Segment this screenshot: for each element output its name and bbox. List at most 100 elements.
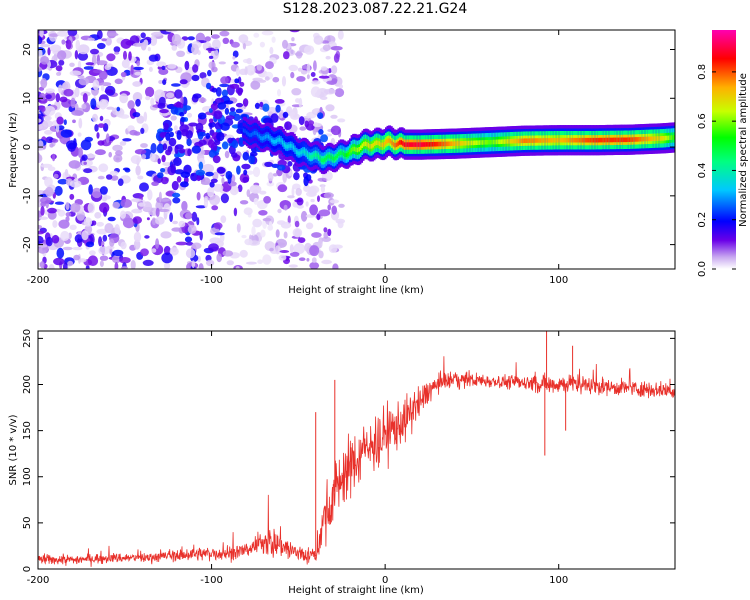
spectrogram-noise-blob: [157, 66, 162, 70]
spectrogram-blob: [198, 161, 204, 170]
spectrogram-noise-blob: [298, 257, 306, 262]
spectrogram-ridge-cell: [433, 141, 437, 147]
spectrogram-blob: [221, 89, 228, 97]
spectrogram-noise-blob: [301, 64, 308, 69]
spectrogram-noise-blob: [121, 59, 130, 69]
spectrogram-blob: [212, 155, 221, 164]
spectrogram-noise-blob: [96, 132, 100, 139]
spectrogram-noise-blob: [219, 233, 225, 243]
spectrogram-noise-blob: [38, 235, 44, 246]
spectrogram-noise-blob: [74, 86, 80, 98]
spectrogram-noise-blob: [129, 129, 138, 136]
spectrogram-ridge-cell: [260, 136, 263, 140]
spectrogram-noise-blob: [178, 220, 186, 228]
spectrogram-ridge-cell: [391, 140, 395, 146]
spectrogram-ridge-cell: [285, 144, 288, 149]
spectrogram-noise-blob: [78, 77, 90, 86]
spectrogram-noise-blob: [319, 96, 328, 100]
spectrogram-noise-blob: [239, 200, 249, 205]
spectrogram-frame: [37, 29, 676, 270]
spectrogram-ridge-cell: [403, 142, 407, 147]
spectrogram-ridge-cell: [549, 138, 552, 143]
spectrogram-noise-blob: [40, 78, 48, 89]
spectrogram-ridge-cell: [420, 142, 424, 147]
spectrogram-noise-blob: [99, 202, 110, 213]
spectrogram-blob: [191, 74, 200, 82]
spectrogram-noise-blob: [132, 66, 144, 71]
spectrogram-noise-blob: [142, 201, 152, 212]
spectrogram-noise-blob: [54, 185, 63, 196]
spectrogram-noise-blob: [136, 60, 141, 67]
spectrogram-ridge-cell: [531, 138, 535, 143]
spectrogram-blob: [157, 102, 166, 109]
spectrogram-ridge-cell: [655, 136, 659, 141]
spectrogram-noise-blob: [44, 130, 53, 135]
spectrogram-blob: [223, 100, 234, 105]
spectrogram-ridge-cell: [303, 149, 307, 154]
spectrogram-noise-blob: [191, 43, 199, 55]
spectrogram-noise-blob: [289, 30, 300, 33]
spectrogram-noise-blob: [253, 197, 259, 205]
spectrogram-ridge-cell: [431, 142, 435, 147]
spectrogram-ridge-cell: [349, 150, 352, 154]
spectrogram-noise-blob: [320, 66, 328, 71]
spectrogram-ridge-cell: [609, 137, 613, 143]
spectrogram-noise-blob: [132, 81, 142, 87]
spectrogram-ridge-cell: [634, 137, 638, 142]
spectrogram-noise-blob: [295, 187, 302, 196]
spectrogram-blob: [179, 79, 188, 85]
spectrogram-noise-blob: [74, 50, 79, 60]
spectrogram-noise-blob: [63, 262, 68, 269]
spectrogram-noise-blob: [337, 30, 344, 40]
spectrogram-ridge-cell: [555, 138, 559, 143]
spectrogram-noise-blob: [123, 50, 127, 61]
spectrogram-blob: [172, 192, 181, 198]
spectrogram-ridge-cell: [255, 131, 259, 135]
spectrogram-ridge-cell: [250, 132, 254, 137]
spectrogram-noise-blob: [233, 61, 239, 65]
spectrogram-noise-blob: [311, 232, 322, 238]
snr-ylabel: SNR (10 * v/v): [8, 414, 19, 485]
spectrogram-blob: [275, 104, 281, 113]
spectrogram-noise-blob: [213, 183, 224, 192]
spectrogram-noise-blob: [58, 59, 65, 66]
spectrogram-blob: [284, 121, 292, 130]
spectrogram-noise-blob: [81, 154, 88, 161]
spectrogram-noise-blob: [61, 82, 69, 90]
snr-plot-area: [38, 331, 675, 567]
spectrogram-noise-blob: [220, 76, 229, 85]
spectrogram-ridge-cell: [439, 141, 443, 147]
spectrogram-noise-blob: [100, 85, 105, 92]
spectrogram-noise-blob: [157, 208, 170, 213]
spectrogram-noise-blob: [198, 263, 204, 269]
spectrogram-ridge-cell: [308, 154, 312, 159]
spectrogram-noise-blob: [176, 50, 186, 57]
spectrogram-noise-blob: [249, 184, 262, 194]
spectrogram-ridge-cell: [517, 138, 521, 144]
spectrogram-noise-blob: [332, 263, 339, 269]
spectrogram-noise-blob: [47, 207, 57, 214]
spectrogram-ridge-cell: [375, 140, 379, 145]
spectrogram-noise-blob: [101, 99, 109, 108]
spectrogram-noise-blob: [309, 262, 320, 269]
snr-ytick-label: 200: [22, 375, 33, 394]
spectrogram-noise-blob: [81, 230, 89, 241]
spectrogram-blob: [208, 139, 215, 149]
spectrogram-noise-blob: [313, 122, 322, 128]
spectrogram-noise-blob: [160, 231, 172, 239]
spectrogram-noise-blob: [265, 61, 274, 70]
spectrogram-noise-blob: [102, 197, 107, 202]
snr-panel: -200 -100 0 100 0 50 100 150 200 250 Height of st…: [8, 329, 676, 596]
spectrogram-ridge-cell: [580, 137, 584, 143]
spectrogram-ridge-cell: [577, 137, 581, 143]
spectrogram-noise-blob: [119, 114, 130, 119]
spectrogram-noise-blob: [271, 36, 276, 43]
spectrogram-noise-blob: [257, 79, 267, 83]
spectrogram-blob: [173, 157, 182, 167]
spectrogram-noise-blob: [82, 93, 88, 103]
spectrogram-blob: [243, 169, 248, 176]
spectrogram-noise-blob: [155, 207, 160, 217]
spectrogram-noise-blob: [282, 39, 288, 49]
spectrogram-noise-blob: [283, 51, 290, 60]
